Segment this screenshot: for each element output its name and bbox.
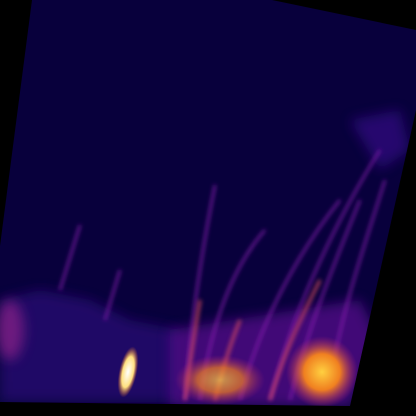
image-frame [0, 0, 416, 406]
heat-features [0, 110, 410, 406]
hot-spot [175, 355, 265, 405]
warm-edge [0, 300, 24, 360]
streak [268, 279, 322, 401]
white-spot [117, 346, 139, 398]
hot-spot [286, 336, 358, 406]
purple-haze [350, 110, 410, 170]
streak [59, 224, 81, 291]
streak [104, 269, 121, 321]
